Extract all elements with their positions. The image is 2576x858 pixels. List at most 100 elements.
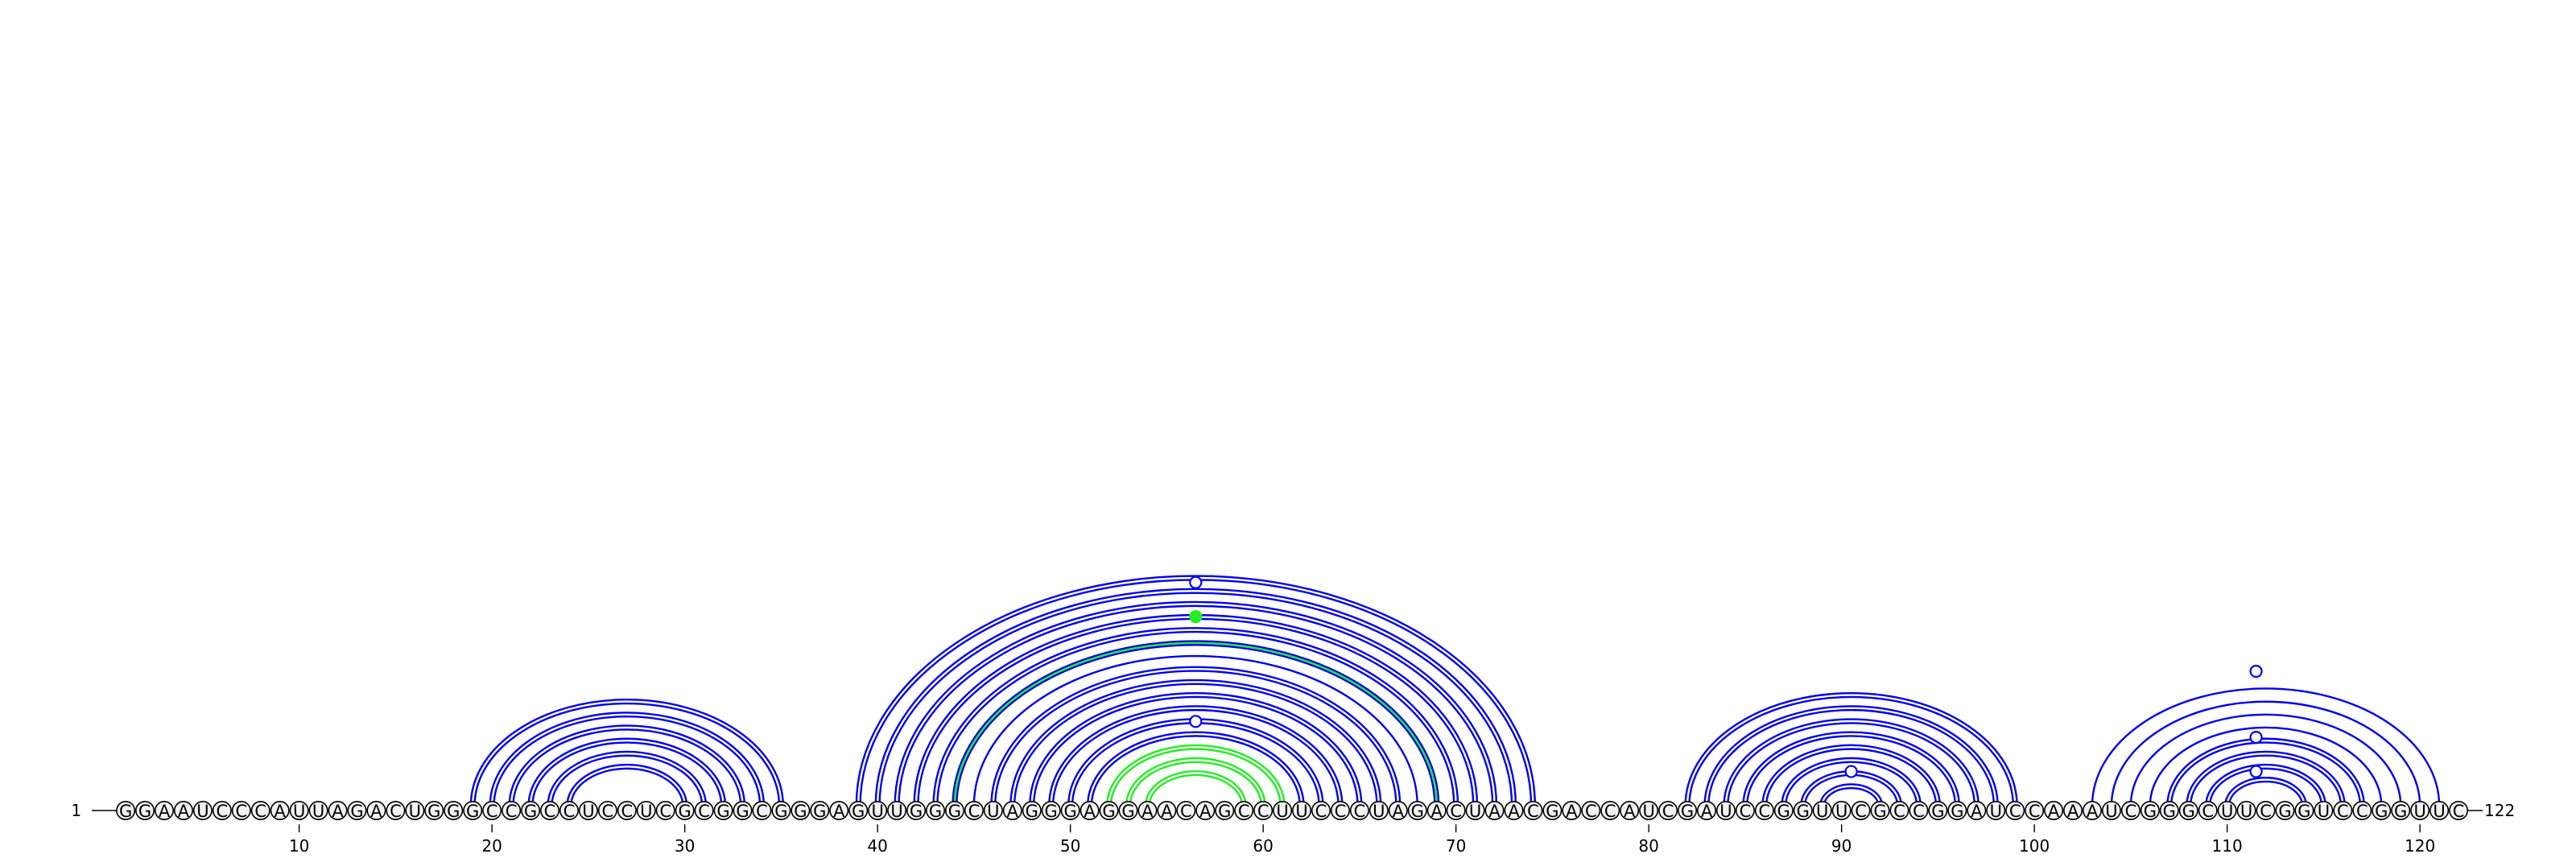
nucleotide: U xyxy=(1986,800,2006,821)
nucleotide: A xyxy=(829,800,849,821)
nucleotide-letter: C xyxy=(486,802,498,821)
nucleotide-circle xyxy=(1562,800,1582,820)
filled-loop-marker xyxy=(1189,610,1203,624)
nucleotide: G xyxy=(906,800,927,821)
nucleotide-letter: A xyxy=(2087,802,2099,821)
nucleotide-circle xyxy=(1137,800,1158,820)
nucleotide-letter: G xyxy=(1951,802,1963,821)
nucleotide: C xyxy=(482,800,502,821)
nucleotide-letter: C xyxy=(1527,802,1539,821)
nucleotide: C xyxy=(2333,800,2353,821)
base-pair-arc xyxy=(990,666,1402,806)
nucleotide: C xyxy=(2449,800,2469,821)
nucleotide-circle xyxy=(482,800,502,820)
nucleotide: C xyxy=(1330,800,1350,821)
position-tick-label: 70 xyxy=(1446,836,1466,856)
position-tick-label: 20 xyxy=(481,836,502,856)
nucleotide: C xyxy=(502,800,522,821)
nucleotide-letter: C xyxy=(1662,802,1674,821)
nucleotide-circle xyxy=(405,800,425,820)
open-loop-marker xyxy=(2249,664,2263,679)
nucleotide-circle xyxy=(539,800,559,820)
nucleotide-circle xyxy=(1870,800,1890,820)
nucleotide: G xyxy=(444,800,464,821)
nucleotide-letter: U xyxy=(1835,802,1847,821)
nucleotide: C xyxy=(231,800,251,821)
base-pair-arc xyxy=(1048,705,1344,806)
nucleotide-letter: U xyxy=(1276,802,1288,821)
base-pair-arc xyxy=(1129,761,1262,806)
nucleotide-letter: C xyxy=(756,802,768,821)
nucleotide-letter: G xyxy=(1045,802,1058,821)
nucleotide: A xyxy=(155,800,175,821)
nucleotide-circle xyxy=(1658,800,1678,820)
nucleotide-circle xyxy=(559,800,579,820)
nucleotide-letter: C xyxy=(968,802,980,821)
nucleotide-circle xyxy=(521,800,541,820)
nucleotide-circle xyxy=(1041,800,1061,820)
nucleotide: G xyxy=(1215,800,1235,821)
nucleotide-circle xyxy=(135,800,155,820)
nucleotide-circle xyxy=(578,800,598,820)
nucleotide: G xyxy=(1022,800,1042,821)
open-loop-marker xyxy=(1844,765,1858,778)
nucleotide-circle xyxy=(2025,800,2045,820)
base-pair-arc xyxy=(512,728,742,806)
nucleotide-letter: C xyxy=(1354,802,1366,821)
nucleotide-letter: G xyxy=(350,802,363,821)
nucleotide-letter: C xyxy=(2356,802,2368,821)
nucleotide-letter: G xyxy=(716,802,729,821)
nucleotide: C xyxy=(1349,800,1369,821)
nucleotide: C xyxy=(1735,800,1755,821)
nucleotide-circle xyxy=(617,800,637,820)
base-pair-arcs xyxy=(469,575,2441,806)
nucleotide: A xyxy=(1137,800,1158,821)
base-pair-arc xyxy=(1032,695,1359,806)
nucleotide: G xyxy=(675,800,695,821)
nucleotide-circle xyxy=(655,800,675,820)
nucleotide: C xyxy=(1446,800,1466,821)
nucleotide: A xyxy=(2063,800,2083,821)
nucleotide: G xyxy=(1542,800,1563,821)
nucleotide-circle xyxy=(1947,800,1967,820)
nucleotide-circle xyxy=(1388,800,1408,820)
nucleotide-letter: U xyxy=(2433,802,2445,821)
nucleotide-letter: C xyxy=(2009,802,2021,821)
nucleotide-circle xyxy=(1118,800,1138,820)
nucleotide-letter: G xyxy=(2144,802,2157,821)
nucleotide-circle xyxy=(1542,800,1563,820)
nucleotide: C xyxy=(1176,800,1196,821)
nucleotide: U xyxy=(983,800,1003,821)
nucleotide: G xyxy=(2140,800,2160,821)
nucleotide-letter: G xyxy=(1121,802,1134,821)
nucleotide-letter: U xyxy=(1295,802,1307,821)
nucleotide-letter: C xyxy=(544,802,556,821)
nucleotide: G xyxy=(116,800,136,821)
base-pair-arc xyxy=(547,750,708,806)
nucleotide-letter: A xyxy=(1199,802,1212,821)
base-pair-arc xyxy=(1087,731,1305,806)
nucleotide: C xyxy=(2120,800,2140,821)
nucleotide-letter: G xyxy=(1873,802,1886,821)
nucleotide-circle xyxy=(1080,800,1100,820)
nucleotide: A xyxy=(1620,800,1640,821)
nucleotide-circle xyxy=(1581,800,1601,820)
nucleotide: U xyxy=(2217,800,2237,821)
nucleotide-circle xyxy=(906,800,927,820)
base-pair-arc xyxy=(1688,695,2014,806)
nucleotide-letter: G xyxy=(1218,802,1231,821)
nucleotide-letter: U xyxy=(2240,802,2252,821)
nucleotide-circle xyxy=(926,800,946,820)
nucleotide: A xyxy=(1562,800,1582,821)
nucleotide-letter: C xyxy=(2260,802,2272,821)
base-pair-arc xyxy=(1761,744,1941,806)
nucleotide-circle xyxy=(752,800,772,820)
nucleotide-circle xyxy=(694,800,714,820)
nucleotide-letter: G xyxy=(138,802,151,821)
nucleotide-circle xyxy=(1215,800,1235,820)
nucleotide-circle xyxy=(155,800,175,820)
nucleotide: G xyxy=(1118,800,1138,821)
nucleotide-letter: C xyxy=(1238,802,1250,821)
nucleotide-letter: A xyxy=(2048,802,2060,821)
nucleotide-letter: G xyxy=(910,802,923,821)
